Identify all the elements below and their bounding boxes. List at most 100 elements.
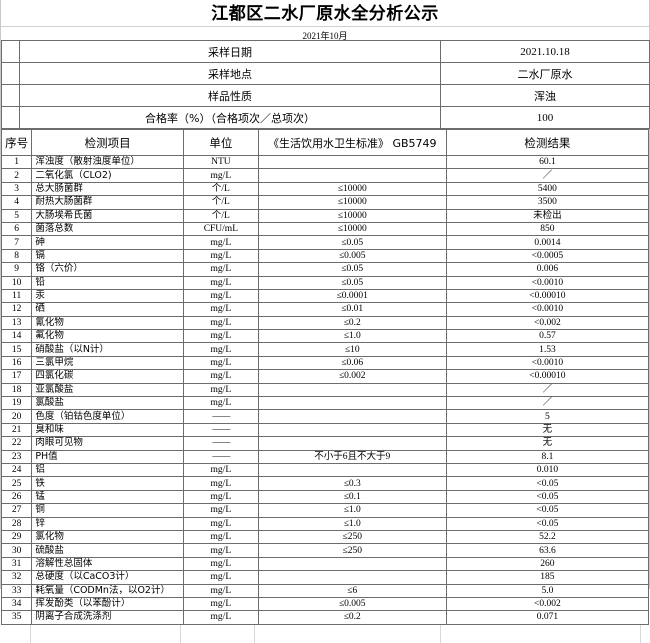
table-row: 17 四氯化碳 mg/L ≤0.002 <0.00010	[0, 369, 650, 384]
sheet-left-gutter	[0, 0, 1, 589]
cell-index: 7	[0, 235, 33, 250]
table-row: 样品性质 浑浊	[1, 84, 650, 107]
sheet-tail-gridrow	[1, 624, 649, 643]
subtitle-band: 2021年10月	[1, 27, 649, 41]
table-row: 7 砷 mg/L ≤0.05 0.0014	[0, 235, 650, 250]
row-gutter-cell	[1, 84, 20, 107]
cell-index: 5	[0, 208, 33, 223]
cell-index: 2	[0, 168, 33, 183]
cell-standard: ≤250	[257, 529, 447, 545]
cell-result: 0.010	[445, 462, 650, 478]
cell-unit: mg/L	[182, 355, 259, 371]
cell-result: <0.05	[445, 503, 650, 518]
cell-result: 60.1	[445, 154, 650, 170]
table-row: 4 耐热大肠菌群 个/L ≤10000 3500	[0, 195, 650, 210]
cell-unit: ——	[182, 409, 259, 424]
cell-standard: ≤0.05	[257, 262, 447, 277]
cell-standard: ≤250	[257, 543, 447, 558]
cell-index: 18	[0, 382, 33, 398]
cell-unit: mg/L	[182, 302, 259, 317]
cell-result: <0.00010	[445, 369, 650, 384]
cell-index: 4	[0, 195, 33, 210]
cell-item: 肉眼可见物	[31, 436, 184, 451]
cell-standard	[257, 556, 447, 572]
cell-item: 砷	[31, 235, 184, 250]
cell-standard: ≤10	[257, 342, 447, 357]
cell-result: <0.00010	[445, 288, 650, 304]
table-row: 20 色度（铂钴色度单位） —— 5	[0, 409, 650, 424]
table-row: 8 镉 mg/L ≤0.005 <0.0005	[0, 248, 650, 264]
cell-item: 氯化物	[31, 529, 184, 545]
cell-unit: mg/L	[182, 503, 259, 518]
cell-result: ／	[445, 382, 650, 398]
sample-info-table: 采样日期 2021.10.18 采样地点 二水厂原水 样品性质 浑浊 合格率（%…	[1, 40, 650, 129]
table-row: 14 氟化物 mg/L ≤1.0 0.57	[0, 329, 650, 344]
cell-standard: 不小于6且不大于9	[257, 449, 447, 464]
page-title: 江都区二水厂原水全分析公示	[211, 4, 439, 24]
cell-item: 挥发酚类（以苯酚计）	[31, 596, 184, 612]
cell-standard	[257, 570, 447, 585]
cell-result: 0.0014	[445, 235, 650, 250]
cell-standard: ≤0.05	[257, 275, 447, 290]
title-divider	[1, 26, 649, 27]
cell-unit: 个/L	[182, 208, 259, 223]
report-period: 2021年10月	[302, 31, 348, 41]
cell-standard	[257, 462, 447, 478]
cell-standard: ≤1.0	[257, 329, 447, 344]
cell-index: 13	[0, 315, 33, 331]
table-row: 33 耗氧量（CODMn法，以O2计） mg/L ≤6 5.0	[0, 583, 650, 598]
cell-item: 铬（六价）	[31, 262, 184, 277]
cell-standard	[257, 436, 447, 451]
cell-index: 28	[0, 516, 33, 531]
cell-item: 总大肠菌群	[31, 181, 184, 197]
cell-item: 大肠埃希氏菌	[31, 208, 184, 223]
analysis-table-head: 序号 检测项目 单位 《生活饮用水卫生标准》 GB5749 检测结果	[0, 129, 650, 156]
cell-index: 10	[0, 275, 33, 290]
cell-index: 8	[0, 248, 33, 264]
cell-unit: ——	[182, 422, 259, 438]
analysis-table-body: 1 浑浊度（散射浊度单位） NTU 60.1 2 二氧化氯（CLO2) mg/L ／ 3 总大肠菌…	[0, 154, 650, 625]
column-header-result: 检测结果	[445, 129, 650, 156]
cell-index: 31	[0, 556, 33, 572]
cell-index: 32	[0, 570, 33, 585]
cell-result: ／	[445, 396, 650, 411]
cell-standard: ≤0.01	[257, 302, 447, 317]
table-row: 28 锌 mg/L ≤1.0 <0.05	[0, 516, 650, 531]
cell-item: 总硬度（以CaCO3计）	[31, 570, 184, 585]
cell-result: 260	[445, 556, 650, 572]
cell-result: 1.53	[445, 342, 650, 357]
cell-unit: mg/L	[182, 556, 259, 572]
column-header-index: 序号	[0, 129, 33, 156]
cell-result: ／	[445, 168, 650, 183]
cell-item: 亚氯酸盐	[31, 382, 184, 398]
cell-item: 铅	[31, 275, 184, 290]
cell-unit: mg/L	[182, 329, 259, 344]
table-row: 10 铅 mg/L ≤0.05 <0.0010	[0, 275, 650, 290]
cell-result: 185	[445, 570, 650, 585]
cell-item: 耐热大肠菌群	[31, 195, 184, 210]
cell-index: 34	[0, 596, 33, 612]
pass-rate-value: 100	[440, 106, 650, 129]
table-row: 采样日期 2021.10.18	[1, 40, 650, 63]
cell-result: <0.05	[445, 489, 650, 505]
cell-standard: ≤0.005	[257, 248, 447, 264]
cell-result: 0.071	[445, 610, 650, 625]
table-row: 22 肉眼可见物 —— 无	[0, 436, 650, 451]
cell-item: PH值	[31, 449, 184, 464]
cell-standard: ≤0.005	[257, 596, 447, 612]
column-header-standard: 《生活饮用水卫生标准》 GB5749	[257, 129, 447, 156]
cell-standard: ≤10000	[257, 208, 447, 223]
cell-item: 汞	[31, 288, 184, 304]
cell-item: 铁	[31, 476, 184, 491]
cell-unit: mg/L	[182, 583, 259, 598]
table-row: 12 硒 mg/L ≤0.01 <0.0010	[0, 302, 650, 317]
cell-standard: ≤0.2	[257, 315, 447, 331]
cell-index: 29	[0, 529, 33, 545]
cell-result: 无	[445, 422, 650, 438]
cell-index: 27	[0, 503, 33, 518]
cell-unit: 个/L	[182, 195, 259, 210]
cell-unit: mg/L	[182, 543, 259, 558]
cell-unit: ——	[182, 449, 259, 464]
cell-result: <0.0010	[445, 355, 650, 371]
